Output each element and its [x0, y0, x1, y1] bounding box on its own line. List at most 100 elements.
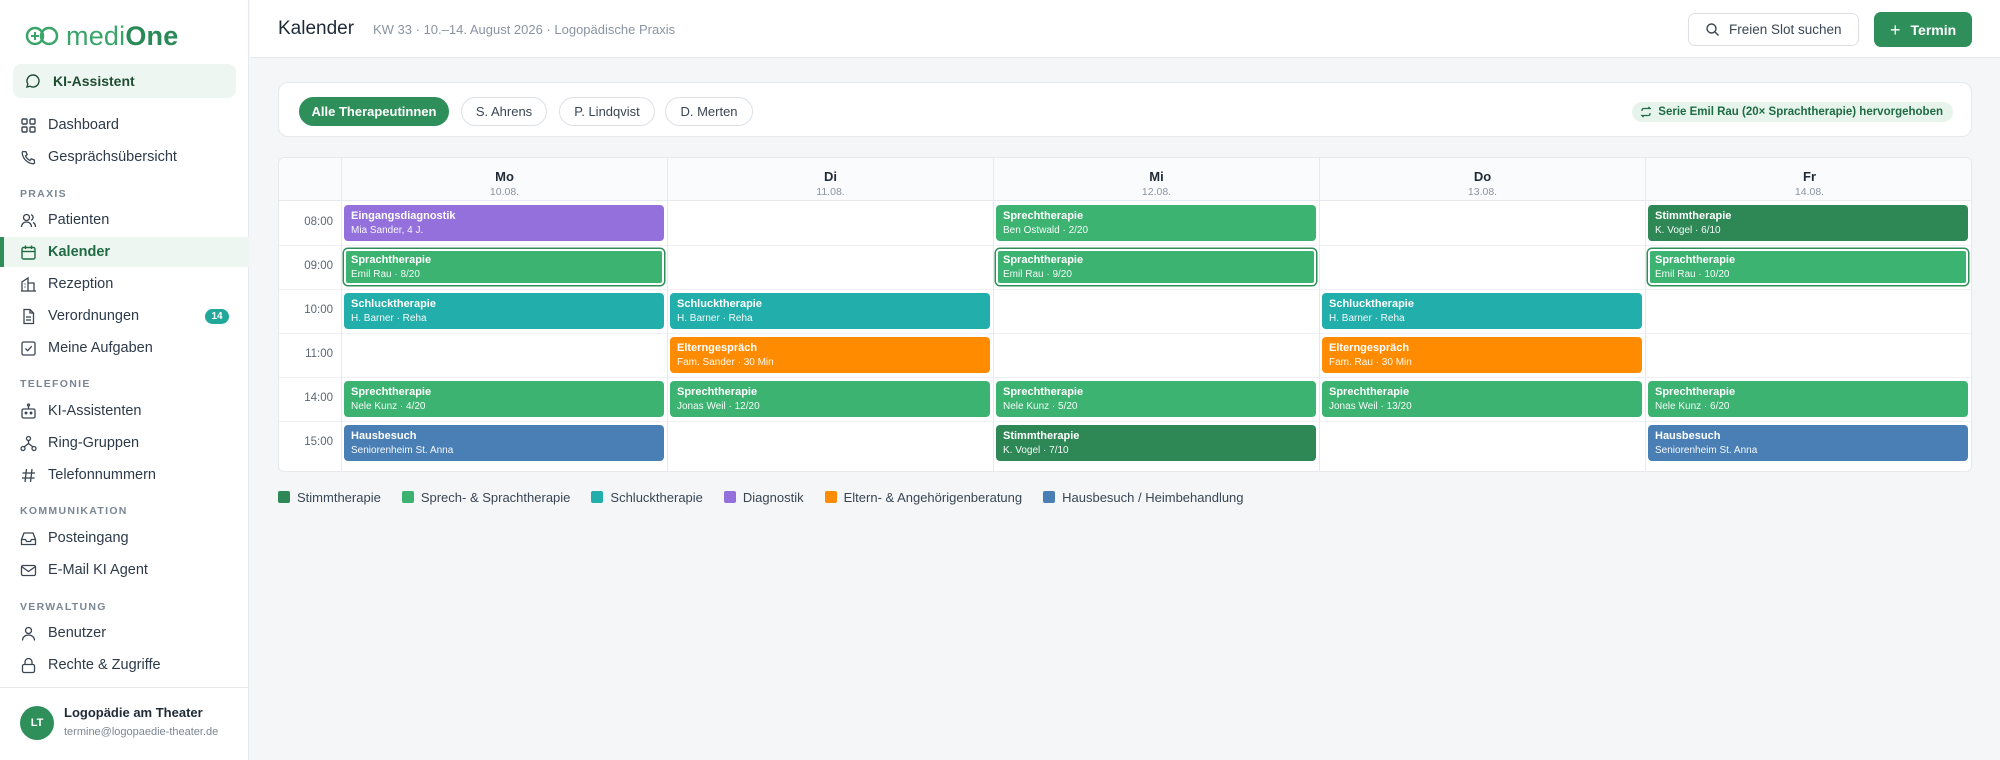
- sidebar-item-label: Rezeption: [48, 276, 114, 292]
- appointment-event[interactable]: Schlucktherapie H. Barner · Reha: [344, 293, 664, 329]
- appointment-title: Hausbesuch: [351, 430, 417, 442]
- filter-pill-d-merten[interactable]: D. Merten: [665, 97, 753, 126]
- checkbox-icon: [21, 340, 36, 356]
- document-icon: [23, 308, 35, 324]
- calendar-legend: Stimmtherapie Sprech- & Sprachtherapie S…: [278, 489, 1265, 505]
- day-name: Di: [824, 169, 837, 184]
- appointment-event[interactable]: Sprechtherapie Nele Kunz · 6/20: [1648, 381, 1968, 417]
- day-date: 10.08.: [489, 186, 520, 198]
- legend-label: Stimmtherapie: [297, 489, 381, 505]
- appointment-detail: K. Vogel · 6/10: [1655, 225, 1721, 236]
- network-icon: [20, 435, 37, 451]
- appointment-event[interactable]: Sprachtherapie Emil Rau · 9/20: [996, 249, 1316, 285]
- ai-assistant-label: KI-Assistent: [53, 73, 135, 89]
- sidebar-item-label: KI-Assistenten: [48, 403, 142, 419]
- appointment-event[interactable]: Hausbesuch Seniorenheim St. Anna: [1648, 425, 1968, 461]
- appointment-event[interactable]: Sprachtherapie Emil Rau · 8/20: [344, 249, 664, 285]
- sidebar-item-rezeption[interactable]: Rezeption: [0, 269, 249, 299]
- sidebar-item-patienten[interactable]: Patienten: [0, 205, 249, 235]
- add-appointment-button[interactable]: + Termin: [1874, 12, 1972, 47]
- user-profile-card[interactable]: LT Logopädie am Theater termine@logopaed…: [0, 687, 249, 760]
- ai-assistant-button[interactable]: KI-Assistent: [13, 64, 236, 98]
- appointment-event[interactable]: Sprachtherapie Emil Rau · 10/20: [1648, 249, 1968, 285]
- day-header-do: Do 13.08.: [1319, 158, 1645, 201]
- robot-icon: [21, 402, 36, 419]
- verordnungen-count-badge: 14: [205, 309, 229, 324]
- section-label-telefonie: TELEFONIE: [20, 378, 91, 390]
- lock-icon: [21, 657, 36, 673]
- filter-pill-all[interactable]: Alle Therapeutinnen: [299, 97, 449, 126]
- sidebar-item-telefonnummern[interactable]: Telefonnummern: [0, 460, 249, 490]
- day-header-fr: Fr 14.08.: [1645, 158, 1971, 201]
- appointment-title: Sprachtherapie: [1655, 254, 1736, 266]
- sidebar-item-verordnungen[interactable]: Verordnungen 14: [0, 301, 249, 331]
- sidebar-item-email-ki-agent[interactable]: E-Mail KI Agent: [0, 555, 249, 585]
- avatar: LT: [20, 706, 54, 740]
- sidebar-item-ring-gruppen[interactable]: Ring-Gruppen: [0, 428, 249, 458]
- appointment-event[interactable]: Hausbesuch Seniorenheim St. Anna: [344, 425, 664, 461]
- appointment-event[interactable]: Sprechtherapie Jonas Weil · 13/20: [1322, 381, 1642, 417]
- grid-column-line: [1645, 201, 1646, 471]
- phone-icon: [21, 150, 36, 164]
- sidebar-item-label: Verordnungen: [48, 308, 140, 324]
- appointment-event[interactable]: Schlucktherapie H. Barner · Reha: [670, 293, 990, 329]
- day-date: 12.08.: [1141, 186, 1172, 198]
- appointment-detail: Jonas Weil · 13/20: [1329, 401, 1412, 412]
- time-label: 10:00: [304, 304, 333, 316]
- sidebar-item-posteingang[interactable]: Posteingang: [0, 523, 249, 553]
- legend-item-schlucktherapie: Schlucktherapie: [591, 490, 703, 505]
- appointment-event[interactable]: Sprechtherapie Nele Kunz · 4/20: [344, 381, 664, 417]
- appointment-event[interactable]: Schlucktherapie H. Barner · Reha: [1322, 293, 1642, 329]
- user-icon: [21, 626, 36, 641]
- page-title: Kalender: [278, 18, 355, 39]
- filter-pill-s-ahrens[interactable]: S. Ahrens: [461, 97, 547, 126]
- calendar-icon: [21, 245, 36, 260]
- time-label: 09:00: [304, 260, 333, 272]
- appointment-title: Elterngespräch: [1329, 342, 1410, 354]
- sidebar-item-gespraechsuebersicht[interactable]: Gesprächsübersicht: [0, 142, 249, 172]
- appointment-title: Sprachtherapie: [351, 254, 432, 266]
- sidebar-item-kalender[interactable]: Kalender: [0, 237, 249, 267]
- plus-icon: +: [1890, 19, 1901, 40]
- inbox-icon: [20, 531, 37, 545]
- appointment-event[interactable]: Sprechtherapie Nele Kunz · 5/20: [996, 381, 1316, 417]
- sidebar-item-meine-aufgaben[interactable]: Meine Aufgaben: [0, 333, 249, 363]
- sidebar-item-label: Patienten: [48, 212, 110, 228]
- appointment-title: Sprechtherapie: [1003, 386, 1084, 398]
- appointment-title: Elterngespräch: [677, 342, 758, 354]
- therapist-filter-bar: Alle Therapeutinnen S. Ahrens P. Lindqvi…: [278, 82, 1972, 137]
- appointment-event[interactable]: Stimmtherapie K. Vogel · 6/10: [1648, 205, 1968, 241]
- appointment-event[interactable]: Eingangsdiagnostik Mia Sander, 4 J.: [344, 205, 664, 241]
- appointment-event[interactable]: Elterngespräch Fam. Sander · 30 Min: [670, 337, 990, 373]
- sidebar-item-rechte-zugriffe[interactable]: Rechte & Zugriffe: [0, 650, 249, 680]
- legend-label: Schlucktherapie: [610, 489, 703, 505]
- appointment-event[interactable]: Elterngespräch Fam. Rau · 30 Min: [1322, 337, 1642, 373]
- sidebar: mediOne KI-Assistent Dashboard Gesprächs…: [0, 0, 249, 760]
- day-name: Do: [1473, 169, 1492, 184]
- repeat-icon: [1640, 106, 1652, 118]
- legend-swatch: [278, 491, 290, 503]
- appointment-detail: Nele Kunz · 6/20: [1655, 401, 1730, 412]
- appointment-title: Stimmtherapie: [1655, 210, 1732, 222]
- find-free-slot-label: Freien Slot suchen: [1729, 22, 1842, 37]
- appointment-title: Sprechtherapie: [1655, 386, 1736, 398]
- sidebar-item-dashboard[interactable]: Dashboard: [0, 110, 249, 140]
- app-logo[interactable]: mediOne: [24, 20, 178, 52]
- find-free-slot-button[interactable]: Freien Slot suchen: [1688, 13, 1859, 46]
- series-highlight-badge[interactable]: Serie Emil Rau (20× Sprachtherapie) herv…: [1632, 102, 1953, 122]
- sidebar-item-benutzer[interactable]: Benutzer: [0, 618, 249, 648]
- legend-item-stimmtherapie: Stimmtherapie: [278, 490, 381, 505]
- appointment-event[interactable]: Sprechtherapie Jonas Weil · 12/20: [670, 381, 990, 417]
- sidebar-item-label: Gesprächsübersicht: [48, 149, 177, 165]
- appointment-title: Sprechtherapie: [1329, 386, 1410, 398]
- appointment-title: Schlucktherapie: [351, 298, 436, 310]
- sidebar-item-ki-assistenten[interactable]: KI-Assistenten: [0, 396, 249, 426]
- appointment-event[interactable]: Stimmtherapie K. Vogel · 7/10: [996, 425, 1316, 461]
- appointment-event[interactable]: Sprechtherapie Ben Ostwald · 2/20: [996, 205, 1316, 241]
- section-label-praxis: PRAXIS: [20, 188, 67, 200]
- appointment-detail: Emil Rau · 8/20: [351, 269, 420, 280]
- filter-pill-p-lindqvist[interactable]: P. Lindqvist: [559, 97, 655, 126]
- day-header-di: Di 11.08.: [667, 158, 993, 201]
- appointment-title: Stimmtherapie: [1003, 430, 1080, 442]
- appointment-title: Eingangsdiagnostik: [351, 210, 456, 222]
